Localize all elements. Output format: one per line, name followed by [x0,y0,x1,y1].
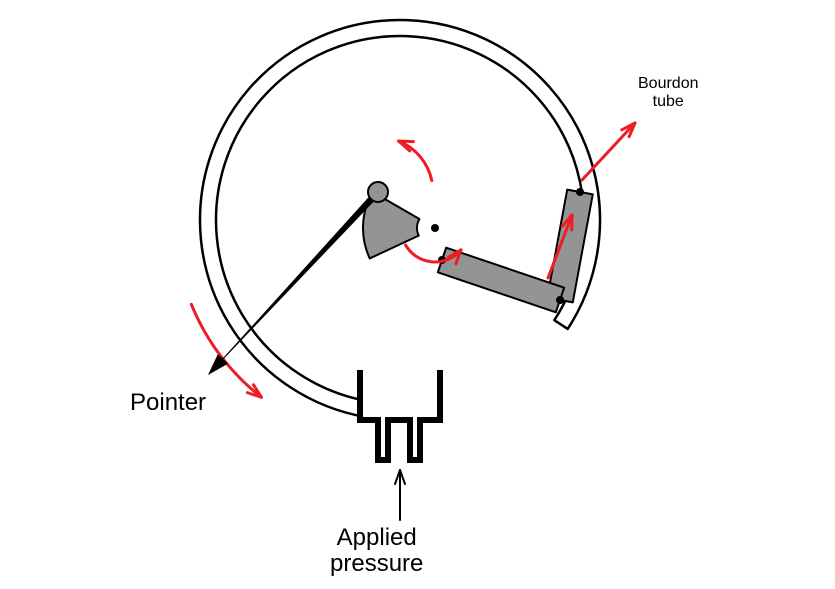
applied-pressure-label: Applied pressure [330,525,423,578]
sector-pivot [431,224,439,232]
bourdon-tube-label: Bourdon tube [638,75,699,110]
pointer-shaft [223,190,381,360]
pointer-pivot [368,182,388,202]
bourdon-gauge-diagram [0,0,835,589]
pressure-socket [360,370,440,460]
link-upper-pivot-b [576,188,584,196]
pointer-label: Pointer [130,390,206,416]
arrow-tube-end [582,123,635,180]
link-lower-pivot-b [556,296,564,304]
